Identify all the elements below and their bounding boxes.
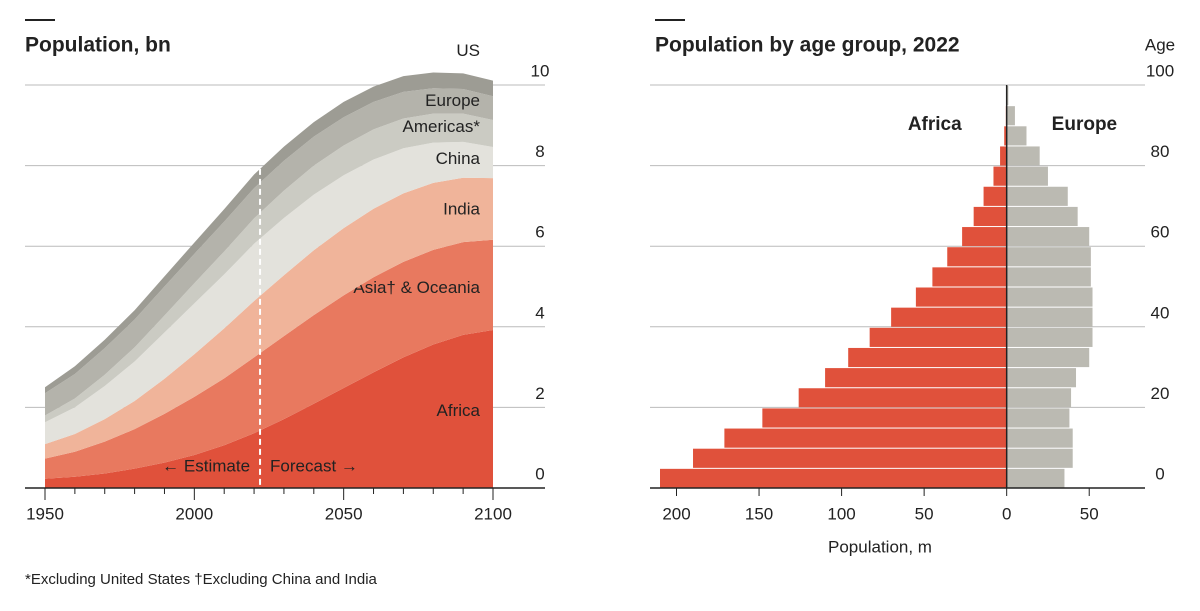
area: [45, 113, 493, 423]
x-tick-label: 2100: [474, 504, 512, 523]
series-label: China: [436, 149, 481, 168]
y-tick-label: 2: [535, 384, 544, 403]
series-label: Africa: [908, 114, 962, 135]
bar: [1006, 166, 1048, 186]
annotation: Forecast →: [270, 456, 358, 475]
bar: [1006, 408, 1070, 428]
series-label: Americas*: [403, 117, 481, 136]
bar: [1006, 327, 1093, 347]
bar: [660, 468, 1007, 488]
y-tick-label: 4: [535, 303, 544, 322]
bar: [915, 287, 1007, 307]
bar: [891, 307, 1007, 327]
x-tick-label: 1950: [26, 504, 64, 523]
x-tick-label: 100: [827, 504, 855, 523]
y-tick-label: 60: [1151, 223, 1170, 242]
y-tick-label: 80: [1151, 142, 1170, 161]
series-label: Europe: [425, 91, 480, 110]
bar: [798, 388, 1007, 408]
y-tick-label: 40: [1151, 303, 1170, 322]
bar: [1006, 186, 1068, 206]
area: [45, 330, 493, 488]
bar: [1006, 287, 1093, 307]
bar: [1006, 206, 1078, 227]
series-label: Africa: [437, 401, 481, 420]
series-label: India: [443, 199, 480, 218]
bar: [947, 247, 1007, 267]
bar: [724, 428, 1007, 448]
y-tick-label: 10: [531, 61, 550, 80]
x-tick-label: 2050: [325, 504, 363, 523]
bar: [1006, 227, 1090, 247]
x-tick-label: 150: [745, 504, 773, 523]
bar: [973, 206, 1007, 227]
bar: [762, 408, 1007, 428]
annotation: ← Estimate: [162, 456, 250, 475]
bar: [1006, 448, 1073, 468]
footnote: *Excluding United States †Excluding Chin…: [25, 571, 378, 588]
x-tick-label: 50: [1080, 504, 1099, 523]
bar: [693, 448, 1007, 468]
y-axis-title: Age: [1145, 35, 1175, 54]
series-label: Europe: [1052, 114, 1117, 135]
bar: [1006, 146, 1040, 166]
y-tick-label: 0: [535, 464, 544, 483]
bar: [1000, 146, 1007, 166]
bar: [1006, 368, 1077, 388]
series-label: Asia† & Oceania: [353, 278, 480, 297]
area: [45, 88, 493, 416]
bar: [1006, 106, 1015, 126]
y-tick-label: 6: [535, 223, 544, 242]
x-tick-label: 50: [915, 504, 934, 523]
bar: [1006, 267, 1091, 287]
bar: [1004, 126, 1007, 146]
bar: [1006, 126, 1027, 146]
series-label: US: [456, 41, 480, 60]
bar: [1006, 388, 1072, 408]
bar: [993, 166, 1007, 186]
x-axis-title: Population, m: [828, 537, 932, 556]
chart-title: Population by age group, 2022: [655, 34, 960, 57]
bar: [848, 347, 1007, 368]
bar: [1006, 468, 1065, 488]
chart-title: Population, bn: [25, 34, 171, 57]
bar: [962, 227, 1007, 247]
y-tick-label: 8: [535, 142, 544, 161]
x-tick-label: 0: [1002, 504, 1011, 523]
y-tick-label: 20: [1151, 384, 1170, 403]
bar: [1006, 247, 1091, 267]
x-tick-label: 2000: [175, 504, 213, 523]
bar: [1006, 428, 1073, 448]
bar: [1006, 86, 1009, 106]
area: [45, 239, 493, 479]
bar: [825, 368, 1007, 388]
bar: [983, 186, 1007, 206]
y-tick-label: 100: [1146, 61, 1174, 80]
x-tick-label: 200: [662, 504, 690, 523]
area: [45, 141, 493, 445]
bar: [869, 327, 1007, 347]
area: [45, 177, 493, 459]
y-tick-label: 0: [1155, 464, 1164, 483]
bar: [932, 267, 1007, 287]
bar: [1006, 307, 1093, 327]
bar: [1006, 347, 1090, 368]
